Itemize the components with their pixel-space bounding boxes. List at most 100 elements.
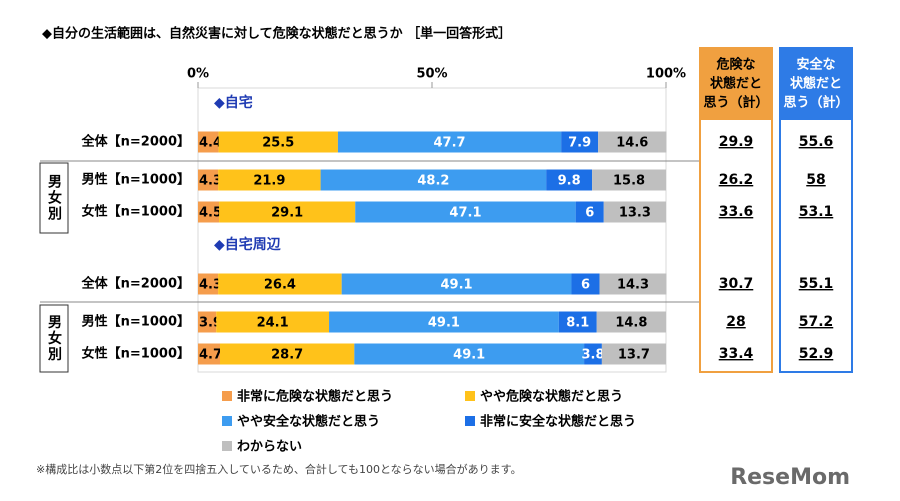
- bar-segment: [198, 131, 219, 153]
- value-label: 6: [585, 206, 594, 221]
- side-value: 33.4: [719, 346, 754, 362]
- y-tick-label: 女性【n=1000】: [82, 204, 190, 220]
- bar-segment: [561, 131, 599, 153]
- side-value: 28: [726, 314, 745, 330]
- bar-segment: [329, 311, 559, 333]
- side-value: 33.6: [719, 204, 754, 220]
- bar-segment: [598, 131, 667, 153]
- side-header: 状態だと: [710, 76, 762, 92]
- bar-segment: [592, 169, 666, 191]
- bar-segment: [599, 273, 667, 295]
- footnote: ※構成比は小数点以下第2位を四捨五入しているため、合計しても100とならない場合…: [36, 462, 522, 476]
- value-label: 15.8: [613, 174, 645, 189]
- legend-swatch: [465, 391, 475, 401]
- bar-segment: [219, 343, 355, 365]
- y-tick-label: 女性【n=1000】: [82, 346, 190, 362]
- value-label: 49.1: [453, 348, 485, 363]
- side-header: 状態だと: [790, 76, 842, 92]
- value-label: 4.3: [199, 278, 222, 293]
- legend-swatch: [222, 391, 232, 401]
- side-value: 29.9: [719, 134, 754, 150]
- value-label: 28.7: [271, 348, 303, 363]
- side-header: 思う（計）: [703, 95, 768, 111]
- legend-label: 非常に危険な状態だと思う: [237, 389, 393, 405]
- value-label: 26.4: [264, 278, 296, 293]
- bar-segment: [546, 169, 593, 191]
- side-header: 安全な: [796, 57, 835, 73]
- value-label: 49.1: [441, 278, 473, 293]
- bar-segment: [596, 311, 666, 333]
- side-column-box: [699, 47, 773, 373]
- legend-label: やや危険な状態だと思う: [480, 389, 623, 405]
- value-label: 4.5: [199, 206, 222, 221]
- value-label: 14.6: [616, 136, 648, 151]
- bar-segment: [198, 201, 220, 223]
- legend-swatch: [222, 416, 232, 426]
- value-label: 21.9: [253, 174, 285, 189]
- y-tick-label: 全体【n=2000】: [81, 134, 190, 150]
- bar-segment: [575, 201, 604, 223]
- value-label: 29.1: [271, 206, 303, 221]
- bar-segment: [354, 343, 585, 365]
- side-header: 危険な: [716, 57, 755, 73]
- group-label: ◆自宅: [214, 94, 253, 111]
- bar-segment: [603, 201, 666, 223]
- legend-swatch: [465, 416, 475, 426]
- side-label: 男女別: [46, 315, 63, 363]
- y-tick-label: 男性【n=1000】: [82, 172, 190, 188]
- logo: ReseMom: [730, 465, 850, 490]
- bar-segment: [198, 273, 219, 295]
- bar-segment: [218, 169, 321, 191]
- side-value: 55.1: [799, 276, 834, 292]
- value-label: 13.7: [618, 348, 650, 363]
- side-label-box: [39, 304, 69, 373]
- bar-segment: [601, 343, 666, 365]
- value-label: 8.1: [566, 316, 589, 331]
- bar-segment: [355, 201, 576, 223]
- y-tick-label: 男性【n=1000】: [82, 314, 190, 330]
- chart-title: ◆自分の生活範囲は、自然災害に対して危険な状態だと思うか ［単一回答形式］: [42, 26, 511, 42]
- side-value: 58: [806, 172, 825, 188]
- bar-segment: [584, 343, 602, 365]
- side-value: 52.9: [799, 346, 834, 362]
- group-label: ◆自宅周辺: [214, 236, 281, 253]
- bar-segment: [341, 273, 572, 295]
- side-header-bg: [780, 48, 852, 120]
- bar-segment: [337, 131, 562, 153]
- x-tick-label: 50%: [416, 67, 447, 82]
- value-label: 6: [581, 278, 590, 293]
- bar-segment: [198, 343, 220, 365]
- value-label: 4.3: [199, 174, 222, 189]
- bar-segment: [571, 273, 600, 295]
- x-tick-label: 100%: [646, 67, 686, 82]
- side-label-box: [39, 162, 69, 234]
- value-label: 4.4: [199, 136, 222, 151]
- x-tick-label: 0%: [187, 67, 209, 82]
- legend-swatch: [222, 441, 232, 451]
- legend-label: 非常に安全な状態だと思う: [480, 414, 636, 430]
- value-label: 47.7: [434, 136, 466, 151]
- value-label: 24.1: [257, 316, 289, 331]
- value-label: 3.8: [581, 348, 604, 363]
- value-label: 4.7: [199, 348, 222, 363]
- bar-segment: [218, 131, 338, 153]
- legend-label: やや安全な状態だと思う: [237, 414, 380, 430]
- bar-segment: [218, 273, 342, 295]
- side-value: 57.2: [799, 314, 834, 330]
- y-tick-label: 全体【n=2000】: [81, 276, 190, 292]
- value-label: 9.8: [558, 174, 581, 189]
- side-value: 30.7: [719, 276, 754, 292]
- bar-segment: [320, 169, 547, 191]
- side-column-box: [779, 47, 853, 373]
- bar-segment: [216, 311, 330, 333]
- side-value: 55.6: [799, 134, 834, 150]
- value-label: 47.1: [449, 206, 481, 221]
- bar-segment: [198, 311, 217, 333]
- bar-segment: [198, 169, 219, 191]
- legend-label: わからない: [237, 440, 302, 455]
- value-label: 14.3: [617, 278, 649, 293]
- bar-segment: [219, 201, 356, 223]
- side-header-bg: [700, 48, 772, 120]
- side-value: 26.2: [719, 172, 754, 188]
